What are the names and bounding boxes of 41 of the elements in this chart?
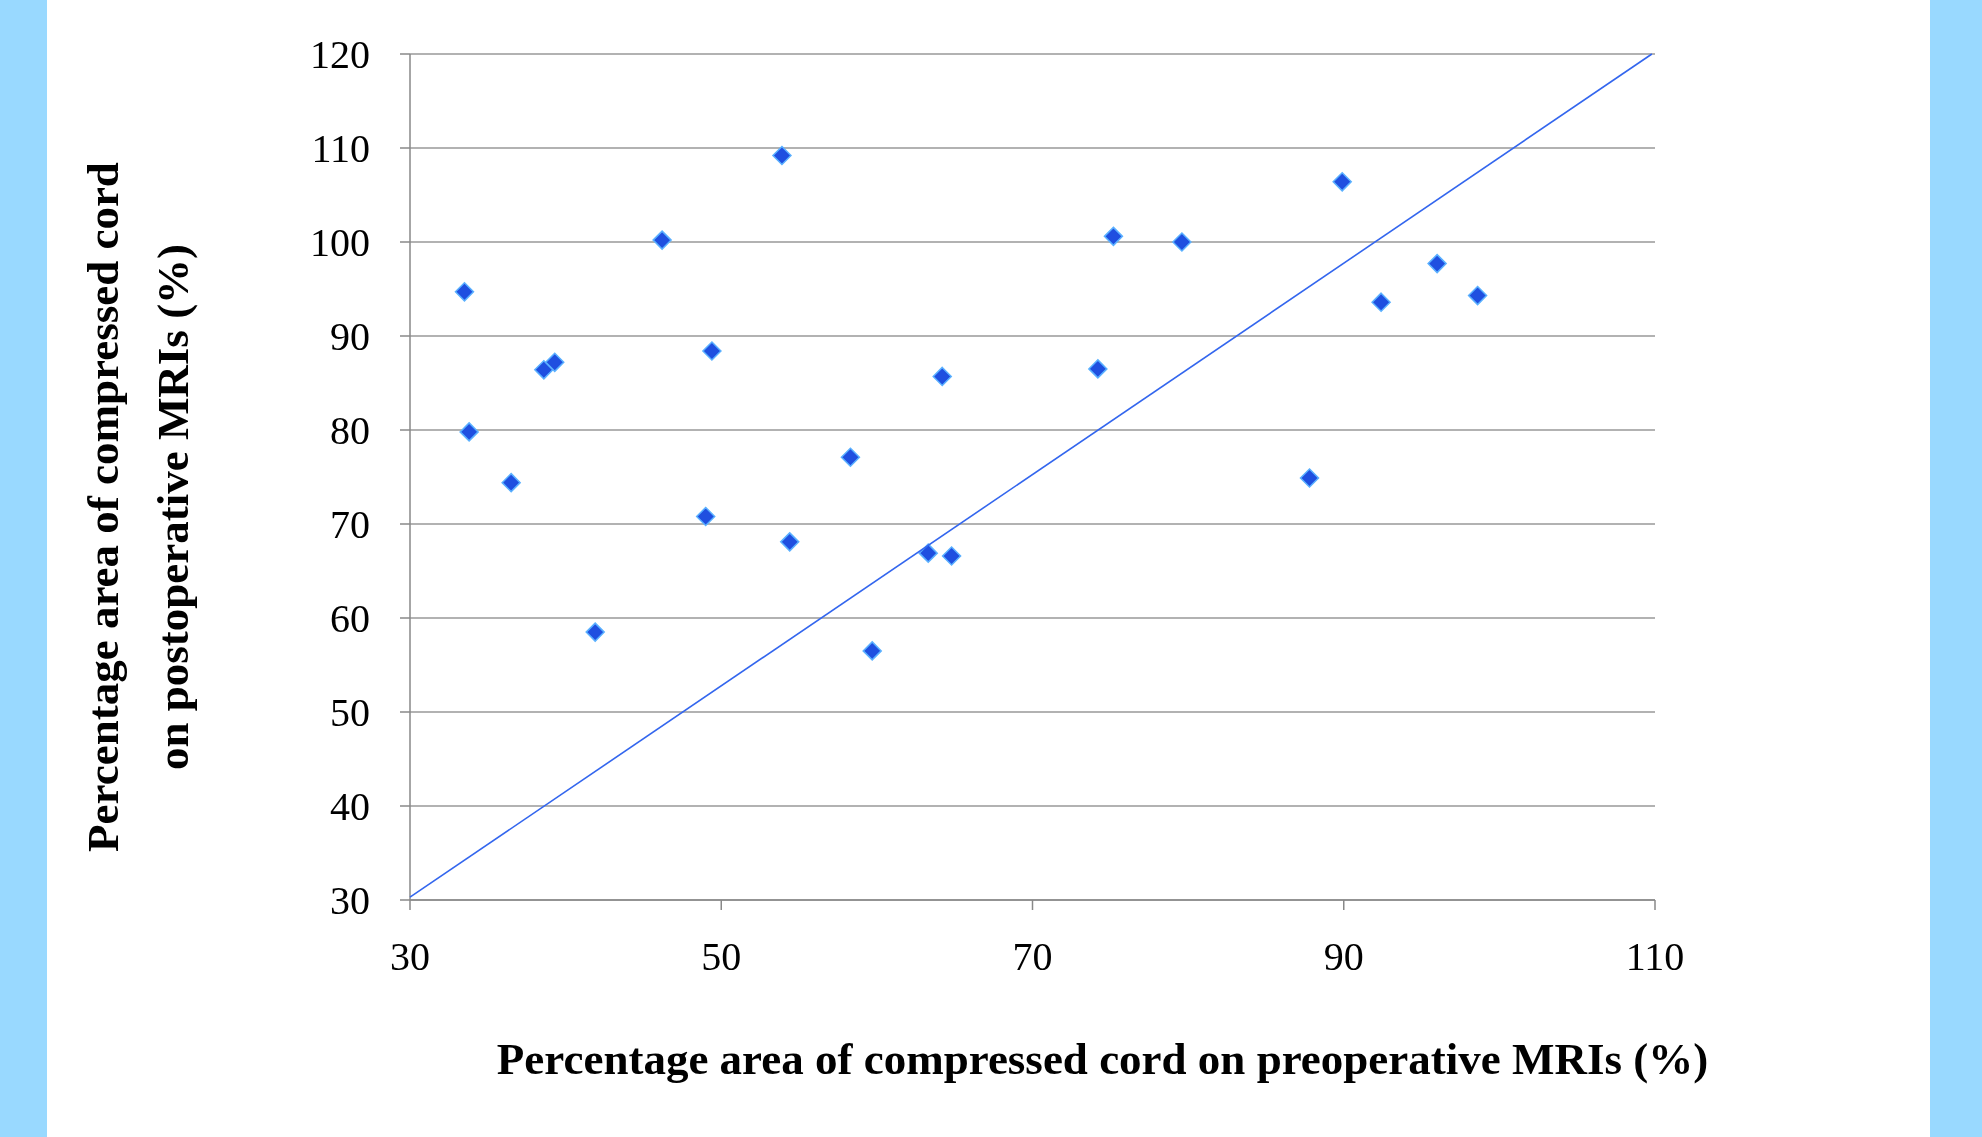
y-tick-label: 90 bbox=[330, 314, 370, 359]
y-tick-label: 40 bbox=[330, 784, 370, 829]
point bbox=[779, 532, 800, 552]
x-tick-label: 110 bbox=[1625, 934, 1685, 979]
y-tick-label: 70 bbox=[330, 502, 370, 547]
point bbox=[862, 641, 882, 661]
y-tick-label: 80 bbox=[330, 408, 370, 453]
point bbox=[695, 506, 716, 527]
y-tick-label: 60 bbox=[330, 596, 370, 641]
point bbox=[534, 360, 554, 380]
point bbox=[772, 145, 792, 166]
x-tick-label: 30 bbox=[390, 934, 430, 979]
point bbox=[941, 546, 962, 566]
point bbox=[1467, 285, 1488, 306]
point bbox=[918, 543, 938, 563]
point bbox=[1332, 172, 1352, 192]
point bbox=[1427, 253, 1447, 274]
y-tick-label: 30 bbox=[330, 878, 370, 923]
y-tick-label: 100 bbox=[310, 220, 370, 265]
x-axis-title: Percentage area of compressed cord on preoperative MRIs (%) bbox=[496, 1034, 1709, 1084]
point bbox=[652, 230, 672, 250]
point bbox=[501, 472, 521, 493]
point bbox=[459, 422, 479, 442]
point bbox=[1088, 359, 1108, 379]
y-axis-title: Percentage area of compressed cord on postoperative MRIs (%) bbox=[78, 162, 198, 852]
y-tick-label: 110 bbox=[311, 126, 370, 171]
x-tick-label: 70 bbox=[1012, 934, 1053, 979]
y-tick-label: 50 bbox=[330, 690, 370, 735]
point bbox=[1371, 292, 1391, 312]
x-tick-label: 90 bbox=[1323, 934, 1364, 979]
point bbox=[840, 447, 861, 468]
y-tick-label: 120 bbox=[310, 32, 370, 77]
point bbox=[1172, 232, 1192, 252]
point bbox=[702, 341, 722, 361]
point bbox=[544, 352, 565, 373]
x-tick-label: 50 bbox=[701, 934, 742, 979]
point bbox=[585, 622, 605, 642]
point bbox=[1103, 226, 1124, 247]
point bbox=[454, 282, 475, 302]
point bbox=[1299, 468, 1320, 488]
point bbox=[932, 366, 952, 387]
